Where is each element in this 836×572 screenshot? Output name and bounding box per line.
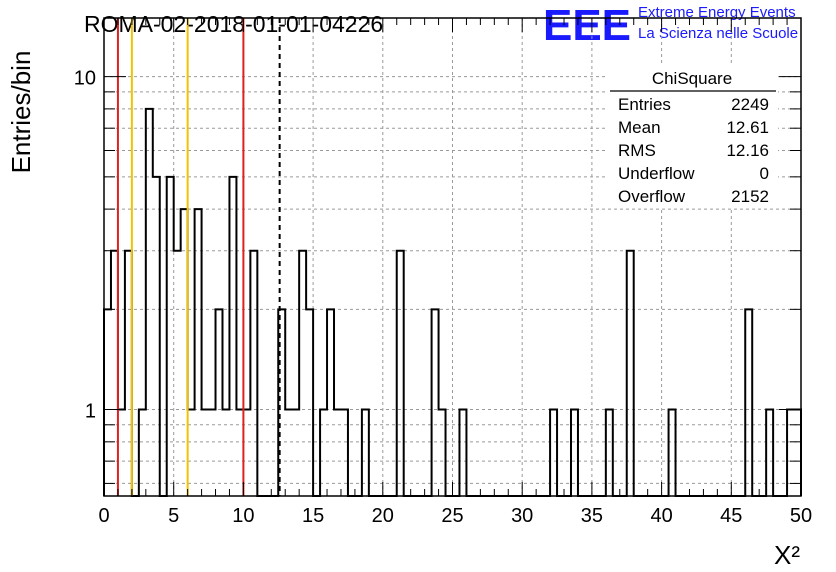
logo-line-2: La Scienza nelle Scuole (638, 25, 798, 42)
histogram-bin (153, 177, 160, 496)
x-tick-label: 15 (302, 505, 324, 527)
x-tick-label: 40 (650, 505, 672, 527)
histogram-bin (306, 309, 313, 496)
x-tick-label: 20 (372, 505, 394, 527)
histogram-bin (174, 251, 181, 496)
x-tick-label: 5 (168, 505, 179, 527)
stats-box-background (606, 64, 778, 208)
histogram-bin (104, 309, 111, 496)
histogram-bin (397, 251, 404, 496)
histogram-bin (432, 309, 439, 496)
x-tick-label: 50 (790, 505, 812, 527)
stats-value: 2249 (731, 95, 769, 114)
histogram-bin (327, 309, 334, 496)
x-tick-label: 10 (232, 505, 254, 527)
stats-label: RMS (618, 141, 656, 160)
y-tick-label: 10 (74, 68, 96, 90)
histogram-bin (229, 177, 236, 496)
x-tick-labels: 0 5 10 15 20 25 30 35 40 45 50 (98, 505, 812, 527)
stats-box: ChiSquare Entries 2249 Mean 12.61 RMS 12.16 Un… (606, 64, 778, 208)
y-tick-label: 1 (85, 401, 96, 423)
stats-label: Mean (618, 118, 661, 137)
stats-title: ChiSquare (652, 69, 732, 88)
histogram-bin (745, 309, 752, 496)
histogram-bin (250, 251, 257, 496)
stats-value: 2152 (731, 187, 769, 206)
eee-logo: EEE Extreme Energy Events La Scienza nel… (543, 1, 798, 50)
histogram-bin (216, 309, 223, 496)
run-title: ROMA-02-2018-01-01-04226 (84, 11, 383, 37)
stats-value: 12.16 (726, 141, 769, 160)
x-axis-label: X² (774, 540, 800, 570)
x-tick-label: 45 (720, 505, 742, 527)
stats-value: 12.61 (726, 118, 769, 137)
x-tick-label: 0 (98, 505, 109, 527)
stats-value: 0 (760, 164, 769, 183)
logo-line-1: Extreme Energy Events (638, 4, 796, 21)
x-tick-label: 30 (511, 505, 533, 527)
y-tick-labels: 1 10 (74, 68, 96, 423)
axis-ticks (103, 18, 802, 496)
stats-label: Overflow (618, 187, 686, 206)
histogram-bin (146, 109, 153, 496)
histogram-bin (299, 251, 306, 496)
logo-mark: EEE (543, 1, 631, 50)
histogram-bin (627, 251, 634, 496)
reference-lines (116, 18, 281, 496)
y-axis-label: Entries/bin (6, 51, 36, 174)
histogram-bin (111, 251, 118, 496)
histogram-bin (167, 177, 174, 496)
stats-label: Entries (618, 95, 671, 114)
histogram-bin (125, 251, 132, 496)
histogram-bin (195, 209, 202, 496)
x-tick-label: 35 (581, 505, 603, 527)
x-tick-label: 25 (441, 505, 463, 527)
histogram-bin (181, 209, 188, 496)
stats-label: Underflow (618, 164, 695, 183)
